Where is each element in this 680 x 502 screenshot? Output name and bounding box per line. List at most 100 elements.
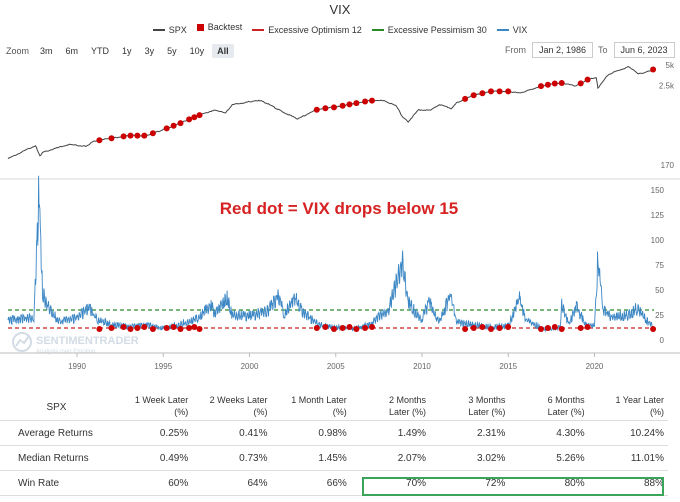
zoom-button-1y[interactable]: 1y: [122, 46, 132, 56]
zoom-button-3m[interactable]: 3m: [40, 46, 53, 56]
row-label: Win Rate: [0, 470, 113, 496]
backtest-dot-spx: [558, 80, 565, 86]
table-cell: 1.49%: [350, 420, 431, 446]
x-axis-tick-label: 2015: [499, 362, 517, 371]
vix-y-tick-label: 150: [651, 186, 665, 195]
table-cell: 60%: [112, 470, 193, 496]
table-cell: 0.73%: [192, 445, 272, 471]
backtest-dot-spx: [496, 88, 503, 95]
backtest-dot-vix: [313, 325, 320, 331]
spx-series-line: [7, 66, 654, 160]
spx-y-tick-label: 2.5k: [659, 81, 675, 90]
table-cell: 64%: [192, 470, 272, 496]
from-date-input[interactable]: Jan 2, 1986: [532, 42, 594, 58]
legend-swatch: [252, 28, 265, 31]
backtest-dot-vix: [470, 325, 477, 331]
vix-y-tick-label: 75: [655, 261, 664, 270]
zoom-button-5y[interactable]: 5y: [167, 46, 177, 56]
zoom-button-all[interactable]: All: [212, 44, 234, 58]
legend-label: Excessive Pessimism 30: [387, 24, 487, 35]
zoom-button-ytd[interactable]: YTD: [91, 46, 110, 56]
backtest-dot-spx: [479, 90, 486, 97]
backtest-dot-spx: [488, 88, 494, 95]
column-header: 2 Months Later (%): [351, 392, 430, 421]
backtest-dot-spx: [313, 106, 320, 113]
backtest-dot-vix: [369, 324, 375, 330]
column-header: 1 Year Later (%): [589, 392, 668, 421]
backtest-dot-vix: [544, 325, 551, 331]
zoom-label: Zoom: [6, 46, 30, 56]
zoom-button-3y[interactable]: 3y: [144, 46, 155, 56]
backtest-dot-spx: [191, 114, 198, 121]
legend-item-vix[interactable]: VIX: [496, 25, 527, 35]
legend-swatch: [371, 28, 384, 31]
backtest-dot-vix: [558, 326, 565, 332]
column-header-text: 1 Week Later (%): [134, 395, 189, 417]
column-header: 1 Week Later (%): [113, 392, 192, 421]
legend-item-excessive-optimism-12[interactable]: Excessive Optimism 12: [252, 25, 362, 35]
vix-y-tick-label: 50: [655, 286, 664, 295]
backtest-dot-spx: [331, 104, 337, 111]
backtest-dot-vix: [127, 326, 134, 332]
backtest-dot-spx: [353, 100, 360, 107]
zoom-button-6m[interactable]: 6m: [65, 46, 79, 56]
column-header: 1 Month Later (%): [272, 392, 351, 421]
vix-y-tick-label: 125: [651, 211, 665, 220]
vix-y-tick-label: 100: [651, 236, 665, 245]
legend-swatch: [196, 23, 204, 31]
stats-table: SPX 1 Week Later (%) 2 Weeks Later (%) 1 Mo…: [0, 392, 668, 496]
x-axis-tick-label: 1995: [154, 362, 172, 371]
watermark-tagline: Analysis over Emotion: [36, 349, 95, 355]
backtest-dot-vix: [577, 325, 584, 331]
backtest-dot-spx: [650, 66, 657, 73]
backtest-dot-vix: [108, 325, 115, 331]
row-label: Average Returns: [0, 420, 113, 446]
backtest-dot-vix: [584, 324, 591, 330]
backtest-dot-spx: [470, 92, 477, 99]
table-cell: 0.25%: [112, 420, 193, 446]
backtest-dot-vix: [353, 326, 360, 332]
column-header: 2 Weeks Later (%): [192, 392, 271, 421]
backtest-dot-vix: [149, 326, 156, 332]
legend-item-excessive-pessimism-30[interactable]: Excessive Pessimism 30: [371, 24, 487, 35]
vix-y-tick-label: 25: [655, 311, 664, 320]
legend-label: SPX: [168, 24, 187, 35]
to-date-input[interactable]: Jun 6, 2023: [613, 42, 675, 58]
legend-swatch: [152, 28, 165, 31]
backtest-dot-vix: [551, 324, 558, 330]
x-axis-tick-label: 2020: [586, 362, 604, 371]
backtest-dot-vix: [191, 324, 198, 330]
column-header-text: 1 Month Later (%): [291, 395, 347, 417]
legend-item-backtest[interactable]: Backtest: [196, 22, 242, 32]
backtest-dot-vix: [339, 325, 346, 331]
backtest-dot-vix: [96, 326, 103, 332]
to-label: To: [598, 45, 608, 55]
watermark-logo: [12, 332, 32, 352]
backtest-dot-spx: [186, 116, 193, 123]
backtest-dot-vix: [462, 326, 469, 332]
row-label: Median Returns: [0, 445, 113, 471]
table-title: SPX: [46, 402, 67, 413]
backtest-dot-spx: [127, 132, 134, 139]
column-header-text: 6 Months Later (%): [547, 395, 585, 417]
backtest-dot-spx: [149, 130, 156, 137]
backtest-dot-vix: [186, 325, 193, 331]
legend: SPX Backtest Excessive Optimism 12 Excessiv…: [0, 22, 680, 35]
backtest-dot-vix: [538, 326, 544, 332]
backtest-dot-vix: [479, 324, 486, 330]
spx-y-tick-label: 5k: [666, 61, 675, 70]
column-header-text: 2 Weeks Later (%): [209, 395, 268, 417]
table-cell: 2.07%: [350, 445, 431, 471]
table-cell: 4.30%: [509, 420, 589, 446]
zoom-button-10y[interactable]: 10y: [189, 46, 205, 56]
table-cell: 2.31%: [430, 420, 510, 446]
backtest-dot-spx: [369, 97, 375, 104]
backtest-dot-spx: [538, 83, 544, 90]
vix-y-tick-label: 0: [660, 336, 665, 345]
legend-item-spx[interactable]: SPX: [152, 24, 187, 35]
backtest-dot-vix: [141, 324, 148, 330]
table-cell: 5.26%: [509, 445, 589, 471]
table-cell: 0.49%: [112, 445, 193, 471]
table-cell: 72%: [430, 470, 510, 496]
spx-y-tick-label: 170: [661, 161, 675, 170]
